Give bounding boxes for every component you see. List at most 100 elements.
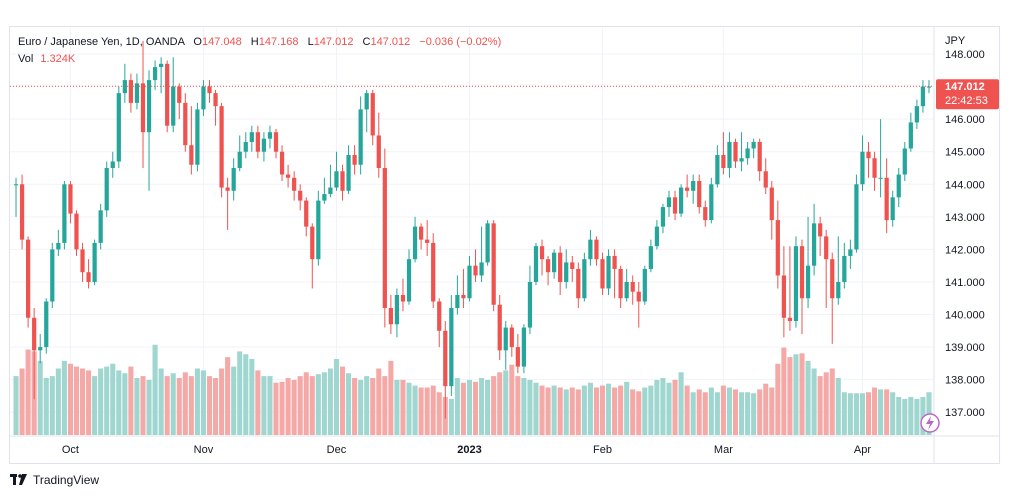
volume-bar xyxy=(370,378,376,435)
y-tick-label: 139.000 xyxy=(945,342,985,354)
volume-bar xyxy=(327,368,333,435)
volume-bar xyxy=(853,393,859,435)
candle-body xyxy=(19,184,25,240)
volume-bar xyxy=(412,385,418,435)
volume-bar xyxy=(430,385,436,435)
volume-bar xyxy=(152,344,158,435)
volume-bar xyxy=(382,376,388,435)
candle-body xyxy=(237,151,242,169)
candle-body xyxy=(50,249,55,302)
candle-body xyxy=(86,272,91,282)
candle-body xyxy=(213,93,218,107)
candle-body xyxy=(866,151,871,159)
volume-bar xyxy=(587,382,593,435)
x-tick-label: Mar xyxy=(714,444,733,456)
candle-body xyxy=(576,268,581,299)
candle-body xyxy=(255,132,260,152)
volume-bar xyxy=(890,392,896,435)
volume-bar xyxy=(569,387,575,435)
candle-body xyxy=(449,308,454,387)
candle-body xyxy=(799,246,805,299)
volume-bar xyxy=(418,387,424,435)
candle-body xyxy=(80,249,85,273)
time-axis[interactable]: Oct Nov Dec 2023 Feb Mar Apr xyxy=(62,444,871,456)
volume-bar xyxy=(267,376,273,435)
volume-bar xyxy=(448,398,454,435)
candle-body xyxy=(666,197,672,208)
volume-bar xyxy=(25,349,31,435)
legend-vol-label: Vol xyxy=(18,53,34,65)
candle-body xyxy=(926,86,932,88)
legend-low-label: L xyxy=(307,36,314,48)
volume-bar xyxy=(55,368,61,435)
candle-body xyxy=(425,239,430,243)
volume-bar xyxy=(515,376,521,435)
y-tick-label: 143.000 xyxy=(945,212,985,224)
candle-body xyxy=(189,145,194,165)
candle-body xyxy=(110,161,115,169)
candle-body xyxy=(461,294,466,299)
candle-body xyxy=(533,246,539,282)
lightning-icon[interactable] xyxy=(920,413,940,433)
volume-bar xyxy=(43,378,49,435)
legend-ohlc: Euro / Japanese Yen, 1D, OANDA O147.048 … xyxy=(18,36,501,48)
candle-body xyxy=(497,304,502,351)
candle-body xyxy=(298,190,303,201)
candle-body xyxy=(805,265,811,299)
volume-bar xyxy=(618,385,624,435)
volume-bar xyxy=(636,391,642,435)
candle-body xyxy=(878,177,883,179)
volume-bar xyxy=(859,393,866,435)
volume-bar xyxy=(466,379,473,435)
volume-bar xyxy=(745,392,751,435)
candle-body xyxy=(914,106,920,123)
volume-bar xyxy=(865,392,872,435)
volume-bar xyxy=(388,360,394,435)
candle-body xyxy=(606,255,611,289)
volume-bar xyxy=(400,379,406,435)
volume-bar xyxy=(563,389,569,435)
candle-body xyxy=(890,197,895,221)
candle-body xyxy=(400,294,406,302)
volume-bar xyxy=(696,389,702,435)
candle-body xyxy=(304,200,309,227)
candle-body xyxy=(920,86,926,107)
candle-body xyxy=(872,158,877,178)
volume-bar xyxy=(37,360,43,435)
candle-body xyxy=(703,207,708,221)
volume-bar xyxy=(817,376,823,435)
tradingview-brand[interactable]: TradingView xyxy=(10,473,99,487)
candle-body xyxy=(279,151,285,175)
candle-body xyxy=(660,207,666,227)
volume-bar xyxy=(539,385,545,435)
volume-bar xyxy=(13,376,19,435)
volume-bar xyxy=(364,376,370,435)
candle-body xyxy=(848,249,853,256)
x-tick-label: Nov xyxy=(194,444,214,456)
candle-body xyxy=(32,317,37,351)
volume-bar xyxy=(279,381,285,435)
candle-body xyxy=(600,259,605,289)
volume-bar xyxy=(206,376,213,435)
candle-body xyxy=(146,80,152,133)
candle-body xyxy=(491,223,496,305)
candle-body xyxy=(140,83,146,133)
candle-body xyxy=(709,184,714,221)
volume-bar xyxy=(702,392,708,435)
volume-bar xyxy=(642,387,648,435)
volume-bar xyxy=(787,357,793,435)
candle-body xyxy=(437,301,442,331)
candle-body xyxy=(467,265,472,299)
y-tick-label: 137.000 xyxy=(945,407,985,419)
volume-bar xyxy=(140,376,146,435)
volume-bar xyxy=(690,392,696,435)
volume-bar xyxy=(424,387,430,435)
volume-bar xyxy=(285,378,291,435)
candle-body xyxy=(159,63,164,68)
volume-bar xyxy=(110,363,116,435)
candle-body xyxy=(739,158,744,162)
candle-body xyxy=(13,184,19,186)
volume-bar xyxy=(261,376,267,435)
volume-bar xyxy=(472,381,479,435)
